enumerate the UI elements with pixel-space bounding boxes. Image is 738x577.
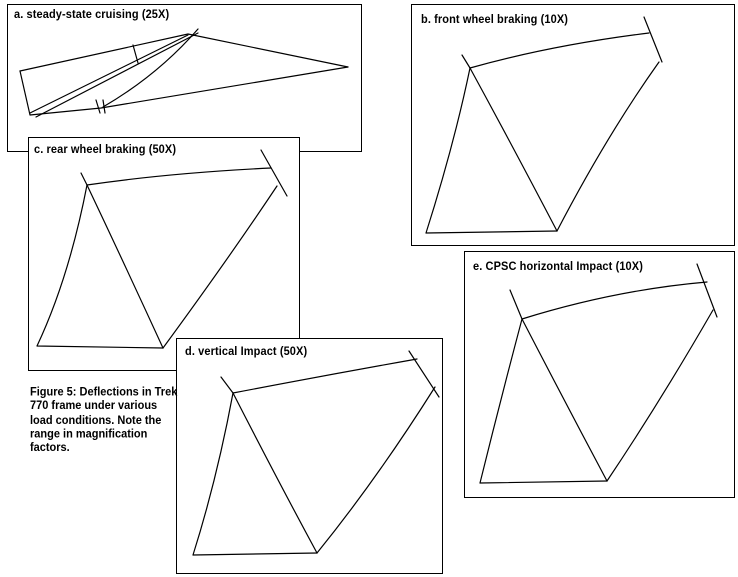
panel-e-label: e. CPSC horizontal Impact (10X): [473, 260, 643, 274]
panel-d-seat-tube: [232, 392, 318, 554]
panel-b-top-tube: [469, 32, 650, 69]
panel-b-seat-tube: [469, 67, 558, 232]
panel-b-front-wheel-braking: b. front wheel braking (10X): [411, 4, 735, 246]
panel-d-head-tube: [408, 350, 440, 398]
panel-a-label: a. steady-state cruising (25X): [14, 8, 170, 22]
panel-a-bottom-bracket: [95, 99, 106, 114]
panel-e-cpsc-horizontal-impact: e. CPSC horizontal Impact (10X): [464, 251, 735, 498]
panel-c-top-tube: [86, 167, 272, 186]
panel-e-seat-tube: [521, 318, 608, 482]
panel-c-frame-diagram: [36, 149, 288, 349]
panel-a-frame-diagram: [19, 28, 349, 118]
panel-a-top-tube: [19, 33, 349, 72]
panel-d-rear-triangle: [192, 392, 318, 556]
panel-a-deflection-marker: [132, 44, 139, 64]
panel-d-seatpost: [220, 376, 234, 394]
panel-b-rear-triangle: [425, 67, 558, 234]
panel-d-label: d. vertical Impact (50X): [185, 345, 308, 359]
panel-c-head-tube: [260, 149, 288, 197]
panel-d-top-tube: [232, 358, 418, 394]
panel-b-down-tube: [556, 61, 660, 232]
panel-b-label: b. front wheel braking (10X): [421, 13, 569, 27]
figure-caption: Figure 5: Deflections in Trek 770 frame …: [30, 386, 178, 455]
panel-d-vertical-impact: d. vertical Impact (50X): [176, 338, 443, 574]
panel-c-rear-wheel-braking: c. rear wheel braking (50X): [28, 137, 300, 371]
panel-e-down-tube: [606, 309, 714, 482]
panel-a-steady-state-cruising: a. steady-state cruising (25X): [7, 4, 362, 152]
panel-a-chainstay: [29, 34, 189, 114]
panel-c-down-tube: [162, 185, 278, 349]
panel-b-head-tube: [643, 16, 663, 63]
panel-e-top-tube: [521, 281, 708, 320]
panel-a-head-tube: [102, 28, 199, 108]
panel-c-rear-triangle: [36, 184, 164, 349]
panel-e-seatpost: [509, 289, 523, 320]
panel-d-frame-diagram: [192, 350, 440, 556]
panel-c-seat-tube: [86, 184, 164, 349]
panel-a-seat-tube: [19, 66, 349, 116]
panel-b-frame-diagram: [425, 16, 663, 234]
panel-e-frame-diagram: [479, 263, 718, 484]
panel-c-seatpost: [80, 172, 88, 186]
panel-c-label: c. rear wheel braking (50X): [34, 143, 177, 157]
panel-e-head-tube: [696, 263, 718, 318]
panel-a-down-tube: [35, 32, 199, 118]
panel-e-rear-triangle: [479, 318, 608, 484]
panel-b-seatpost: [461, 54, 471, 69]
panel-d-down-tube: [316, 386, 436, 554]
